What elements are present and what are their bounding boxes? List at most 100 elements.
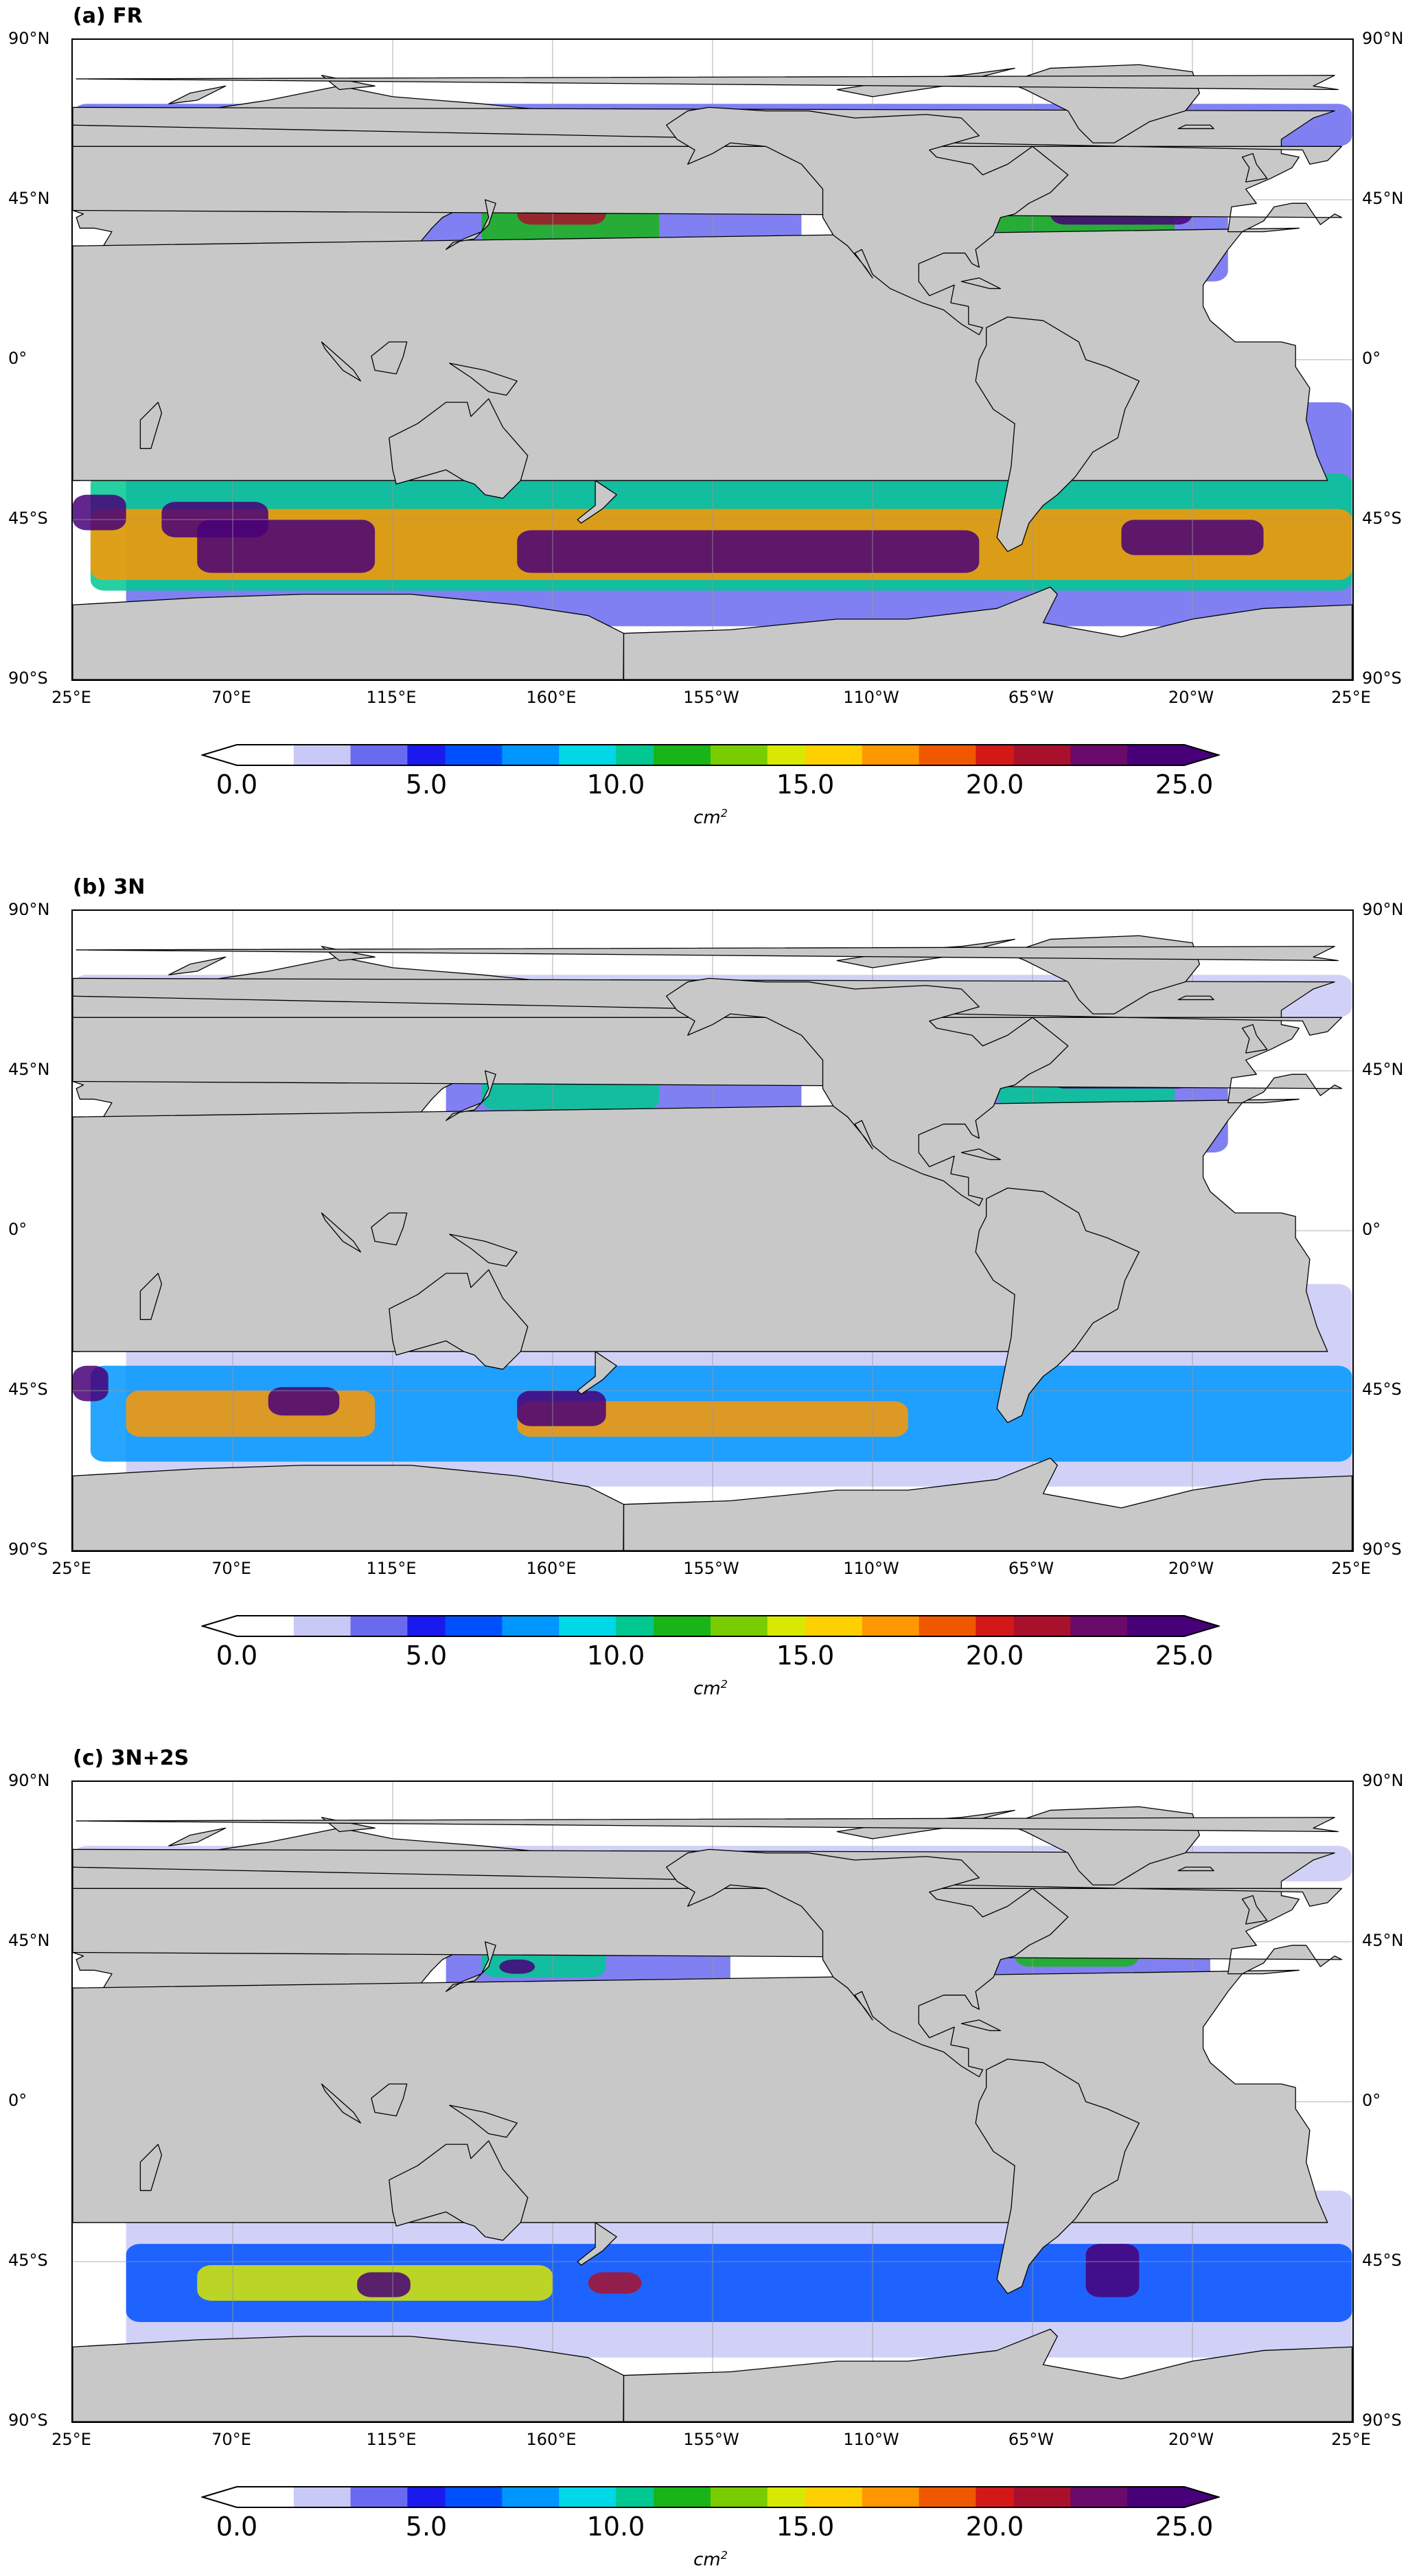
longitude-label: 70°E [211, 688, 251, 707]
latitude-label-left: 0° [8, 1220, 27, 1239]
colorbar-segment [956, 2487, 976, 2507]
colorbar-segment [938, 2487, 958, 2507]
colorbar-segment [995, 2487, 1015, 2507]
ocean-activity-region [517, 1391, 606, 1426]
colorbar-segment [388, 2487, 408, 2507]
colorbar-segment [350, 2487, 370, 2507]
landmass-australia [389, 1269, 529, 1370]
landmass-arctic3 [168, 85, 227, 104]
colorbar-segment [293, 1616, 313, 1636]
colorbar-segment [1146, 1616, 1166, 1636]
colorbar-unit-label: cm2 [693, 1678, 728, 1699]
colorbar-segment [312, 745, 332, 765]
colorbar-segment [1108, 1616, 1128, 1636]
landmass-cuba [960, 277, 1002, 290]
colorbar-segment [597, 1616, 616, 1636]
colorbar-tick-label: 0.0 [216, 2511, 258, 2542]
colorbar-segment [312, 2487, 332, 2507]
colorbar-segment [729, 1616, 749, 1636]
colorbar-segment [521, 745, 541, 765]
landmass-arctic3 [168, 956, 227, 975]
latitude-label-left: 0° [8, 349, 27, 368]
longitude-label: 70°E [211, 1559, 251, 1578]
landmass-arctic2 [321, 75, 376, 91]
colorbar [201, 744, 1220, 766]
landmass-japan [446, 1941, 496, 1993]
landmass-newguinea [449, 1233, 518, 1267]
latitude-label-left: 90°S [8, 2411, 48, 2430]
colorbar-segment [332, 2487, 351, 2507]
land-masses [73, 1806, 1352, 2422]
colorbar-segment [711, 1616, 730, 1636]
world-map [71, 38, 1354, 681]
colorbar [201, 2486, 1220, 2508]
latitude-label-left: 45°N [8, 1931, 50, 1950]
colorbar-segment [1127, 1616, 1147, 1636]
colorbar-segment [748, 745, 768, 765]
longitude-label: 160°E [526, 1559, 577, 1578]
colorbar-segment [1051, 1616, 1071, 1636]
longitude-label: 115°E [366, 1559, 417, 1578]
longitude-label: 160°E [526, 2430, 577, 2449]
landmass-antarcticaw [623, 2328, 1352, 2422]
colorbar-segment [1013, 1616, 1033, 1636]
colorbar-segment [1070, 1616, 1090, 1636]
colorbar-outline [201, 744, 1220, 766]
landmass-antarcticaw [623, 586, 1352, 680]
colorbar-segment [805, 2487, 825, 2507]
landmass-iceland [1177, 995, 1214, 1001]
colorbar-segment [654, 745, 673, 765]
colorbar-segment [691, 2487, 711, 2507]
landmass-southamerica [975, 1187, 1140, 1424]
longitude-label: 115°E [366, 2430, 417, 2449]
longitude-label: 155°W [683, 1559, 739, 1578]
colorbar-tick-label: 15.0 [776, 769, 835, 800]
landmass-westafrica [73, 1969, 1328, 2223]
colorbar-segment [464, 1616, 484, 1636]
colorbar-segment [634, 745, 654, 765]
colorbar-segment [654, 1616, 673, 1636]
colorbar-segment [445, 1616, 465, 1636]
colorbar-segment [483, 745, 503, 765]
longitude-label: 20°W [1168, 1559, 1214, 1578]
ocean-activity-region [499, 1959, 535, 1974]
colorbar-segment [559, 2487, 579, 2507]
colorbar-segment [1108, 2487, 1128, 2507]
colorbar-segment [332, 1616, 351, 1636]
landmass-northamerica [666, 106, 1069, 336]
landmass-northamerica [666, 1848, 1069, 2078]
landmass-japan [446, 1070, 496, 1122]
colorbar-segment [900, 1616, 920, 1636]
landmass-iceland [1177, 1866, 1214, 1872]
world-map [71, 909, 1354, 1552]
colorbar-segment [445, 2487, 465, 2507]
colorbar-segment [654, 2487, 673, 2507]
landmass-newguinea [449, 2104, 518, 2138]
colorbar-segment [237, 1616, 257, 1636]
colorbar-unit-label: cm2 [693, 2549, 728, 2571]
world-map [71, 1780, 1354, 2423]
longitude-label: 25°E [51, 1559, 91, 1578]
colorbar-segment [1146, 2487, 1166, 2507]
landmass-cuba [960, 1148, 1002, 1161]
longitude-label: 25°E [51, 2430, 91, 2449]
landmass-nz [577, 480, 617, 524]
landmass-svalbard [76, 75, 1339, 91]
colorbar-segment [1070, 2487, 1090, 2507]
colorbar-segment [748, 2487, 768, 2507]
landmass-madagascar [139, 402, 163, 450]
colorbar-segment [1013, 2487, 1033, 2507]
colorbar-segment [919, 745, 938, 765]
colorbar-unit-exponent: 2 [720, 2549, 728, 2562]
colorbar-segment [388, 745, 408, 765]
colorbar-segment [559, 745, 579, 765]
ocean-activity-region [268, 1386, 340, 1416]
colorbar-segment [1032, 2487, 1052, 2507]
latitude-label-right: 90°N [1362, 1771, 1404, 1790]
colorbar-segment [502, 2487, 522, 2507]
landmass-borneo [371, 341, 408, 375]
latitude-label-left: 45°S [8, 1380, 48, 1399]
colorbar-segment [634, 1616, 654, 1636]
colorbar-segment [767, 745, 787, 765]
longitude-label: 155°W [683, 688, 739, 707]
